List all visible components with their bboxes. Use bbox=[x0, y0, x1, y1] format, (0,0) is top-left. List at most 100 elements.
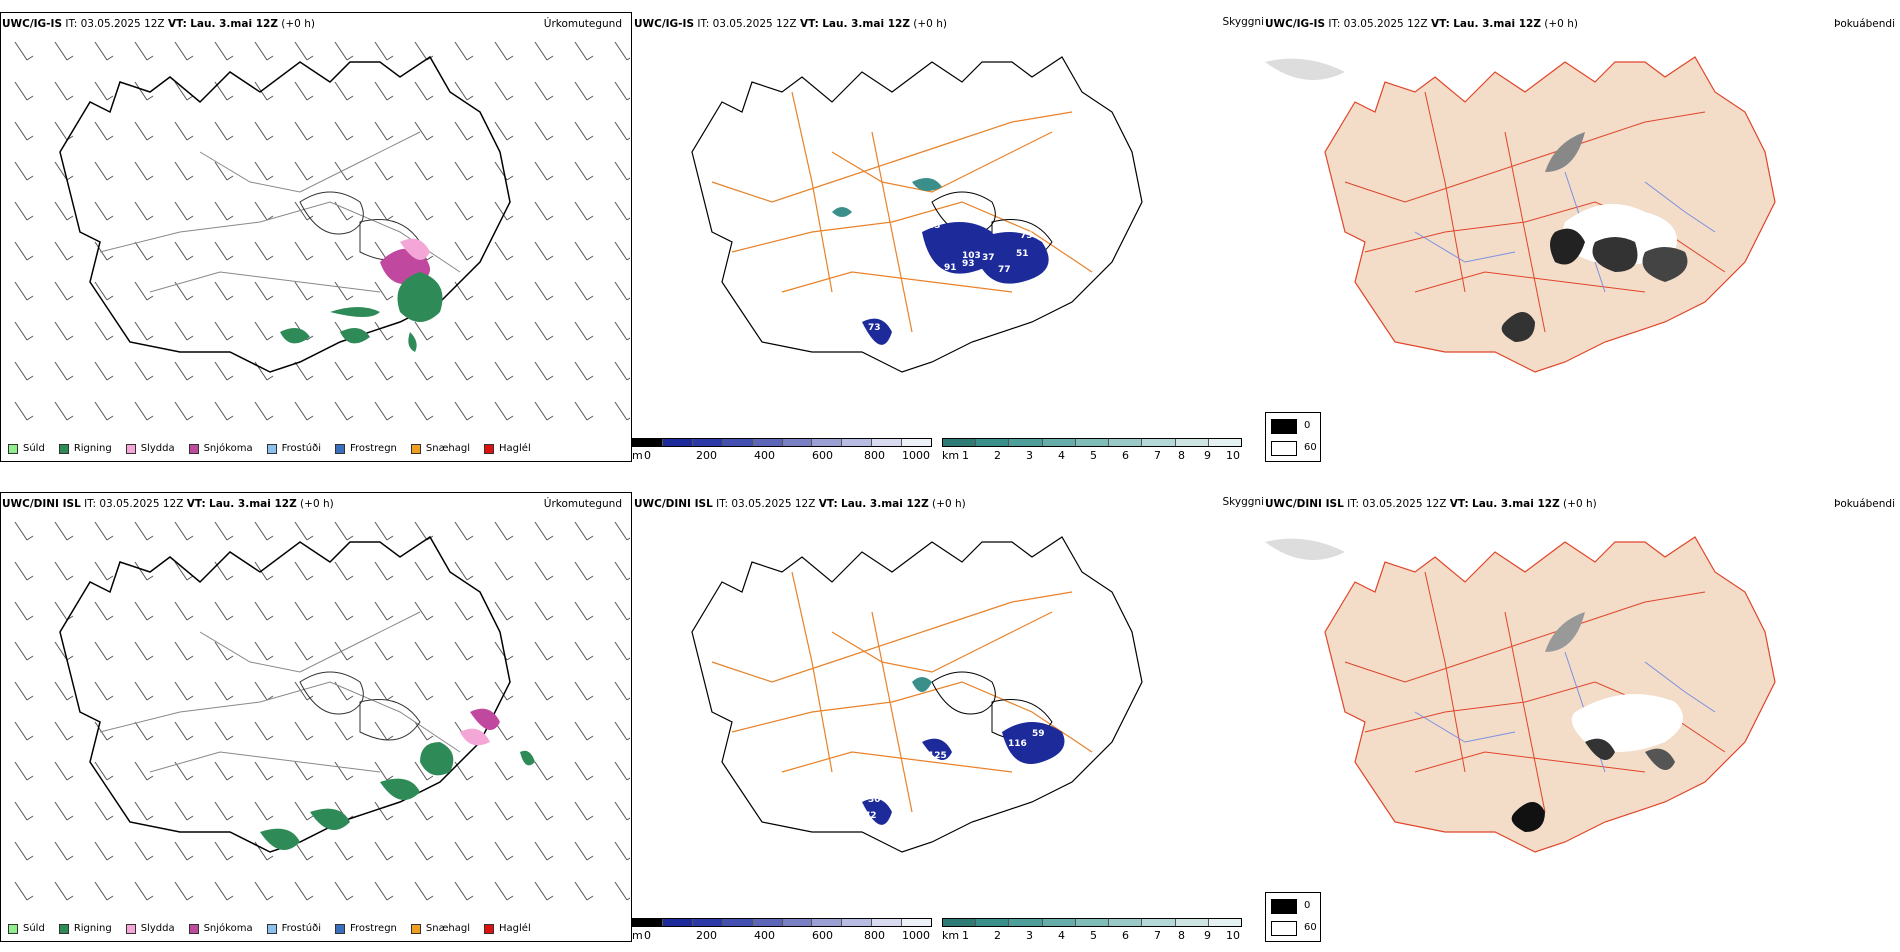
wind-barb bbox=[494, 761, 508, 781]
fog-areas bbox=[1265, 538, 1683, 832]
wind-barb-tick bbox=[306, 895, 314, 901]
wind-barb-tick bbox=[426, 135, 434, 141]
precip-panel-1: UWC/IG-IS IT: 03.05.2025 12Z VT: Lau. 3.… bbox=[0, 12, 632, 472]
glacier-outline bbox=[299, 671, 421, 741]
wind-barb bbox=[174, 641, 188, 661]
wind-barb-tick bbox=[66, 695, 74, 701]
wind-barb bbox=[614, 561, 628, 581]
panel-title: Skyggni bbox=[1222, 16, 1265, 28]
legend-item: Haglél bbox=[484, 443, 531, 454]
cloud-base-labels: 83 75 51 77 103 37 67 91 93 84 73 47 bbox=[858, 221, 1033, 347]
wind-barb bbox=[374, 201, 388, 221]
legend-swatch bbox=[8, 443, 18, 454]
wind-barb-tick bbox=[626, 297, 630, 301]
wind-barb bbox=[534, 281, 548, 301]
wind-barb bbox=[574, 121, 588, 141]
legend-swatch bbox=[188, 443, 199, 454]
wind-barb-tick bbox=[426, 415, 434, 421]
wind-barb-tick bbox=[66, 335, 74, 341]
wind-barb bbox=[374, 561, 388, 581]
wind-barb-tick bbox=[26, 655, 34, 661]
wind-barb-tick bbox=[66, 255, 74, 261]
wind-barb bbox=[494, 321, 508, 341]
roads bbox=[711, 91, 1093, 333]
wind-barb-tick bbox=[186, 575, 194, 581]
wind-barb bbox=[454, 561, 468, 581]
wind-barb-tick bbox=[26, 215, 34, 221]
wind-barb bbox=[14, 841, 28, 861]
roads bbox=[1344, 91, 1726, 333]
wind-barb-tick bbox=[146, 855, 154, 861]
wind-barb bbox=[214, 41, 228, 61]
wind-barb bbox=[14, 41, 28, 61]
wind-barb bbox=[294, 121, 308, 141]
wind-barb bbox=[614, 401, 628, 421]
wind-barb bbox=[254, 761, 268, 781]
wind-barb-tick bbox=[546, 895, 554, 901]
wind-barb bbox=[94, 361, 108, 381]
wind-barb bbox=[534, 681, 548, 701]
wind-barb-tick bbox=[226, 775, 234, 781]
wind-barb bbox=[254, 321, 268, 341]
wind-barb bbox=[174, 401, 188, 421]
wind-barb bbox=[54, 361, 68, 381]
legend-item: Rigning bbox=[58, 443, 112, 454]
wind-barb bbox=[334, 561, 348, 581]
wind-barb bbox=[134, 281, 148, 301]
wind-barb bbox=[174, 201, 188, 221]
wind-barb bbox=[134, 841, 148, 861]
wind-barb-tick bbox=[66, 535, 74, 541]
wind-barb-tick bbox=[266, 55, 274, 61]
wind-barb-tick bbox=[426, 255, 434, 261]
cloud-label: 37 bbox=[982, 253, 995, 263]
wind-barb bbox=[494, 281, 508, 301]
cloud-label: 84 bbox=[868, 307, 881, 317]
fog-swatch-white bbox=[1271, 441, 1297, 456]
wind-barb bbox=[374, 241, 388, 261]
wind-barb-tick bbox=[306, 335, 314, 341]
wind-barb-tick bbox=[346, 695, 354, 701]
wind-barb-tick bbox=[306, 735, 314, 741]
wind-barb-tick bbox=[186, 735, 194, 741]
wind-barb-tick bbox=[546, 55, 554, 61]
wind-barb-tick bbox=[306, 535, 314, 541]
scale-tick: 2 bbox=[994, 449, 1001, 462]
wind-barb-tick bbox=[186, 695, 194, 701]
wind-barb-tick bbox=[626, 257, 630, 261]
wind-barb bbox=[14, 641, 28, 661]
model-name: UWC/IG-IS bbox=[2, 18, 63, 30]
wind-barb-tick bbox=[266, 895, 274, 901]
cloud-label: 59 bbox=[1032, 729, 1045, 739]
visibility-colorbar bbox=[942, 918, 1242, 927]
wind-barb-tick bbox=[426, 695, 434, 701]
wind-barb-tick bbox=[466, 215, 474, 221]
wind-barb-tick bbox=[626, 217, 630, 221]
wind-barb-tick bbox=[66, 375, 74, 381]
roads bbox=[711, 571, 1093, 813]
wind-barb bbox=[294, 521, 308, 541]
wind-barb bbox=[214, 401, 228, 421]
wind-barb-tick bbox=[266, 815, 274, 821]
roads bbox=[1344, 571, 1726, 813]
wind-barb bbox=[254, 801, 268, 821]
wind-barb bbox=[414, 801, 428, 821]
wind-barbs bbox=[14, 521, 630, 901]
wind-barb bbox=[254, 121, 268, 141]
wind-barb-tick bbox=[186, 135, 194, 141]
wind-barb-tick bbox=[266, 775, 274, 781]
wind-barb bbox=[334, 81, 348, 101]
wind-barb-tick bbox=[186, 55, 194, 61]
wind-barb-tick bbox=[546, 815, 554, 821]
wind-barb bbox=[414, 361, 428, 381]
iceland-map: 83 75 51 77 103 37 67 91 93 84 73 47 bbox=[691, 56, 1143, 373]
wind-barb bbox=[614, 161, 628, 181]
wind-barb bbox=[134, 881, 148, 901]
wind-barb bbox=[374, 881, 388, 901]
legend-item: Frostregn bbox=[335, 923, 397, 934]
wind-barb bbox=[94, 841, 108, 861]
wind-barb bbox=[214, 321, 228, 341]
wind-barb-tick bbox=[186, 615, 194, 621]
wind-barb bbox=[174, 881, 188, 901]
wind-barb-tick bbox=[426, 335, 434, 341]
wind-barb bbox=[214, 881, 228, 901]
